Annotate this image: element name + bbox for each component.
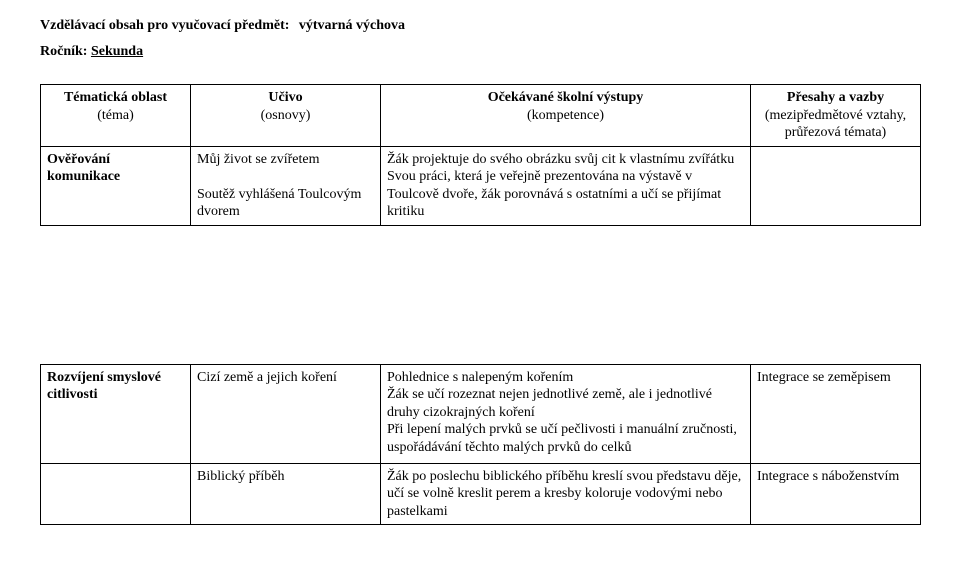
header-outcome-line2: (kompetence) [387, 107, 744, 125]
cell-outcome: Žák po poslechu biblického příběhu kresl… [381, 463, 751, 525]
header-lesson: Učivo (osnovy) [191, 85, 381, 147]
header-theme-line2: (téma) [47, 107, 184, 125]
header-link: Přesahy a vazby (mezipředmětové vztahy, … [751, 85, 921, 147]
cell-link: Integrace se zeměpisem [751, 364, 921, 463]
header-link-line2: (mezipředmětové vztahy, průřezová témata… [757, 107, 914, 142]
grade-line: Ročník: Sekunda [40, 44, 919, 60]
header-outcome-line1: Očekávané školní výstupy [387, 89, 744, 107]
cell-lesson: Biblický příběh [191, 463, 381, 525]
header-theme-line1: Tématická oblast [47, 89, 184, 107]
cell-theme: Ověřování komunikace [41, 146, 191, 225]
cell-link [751, 146, 921, 225]
cell-lesson: Cizí země a jejich koření [191, 364, 381, 463]
cell-outcome: Pohlednice s nalepeným kořenímŽák se učí… [381, 364, 751, 463]
cell-outcome: Žák projektuje do svého obrázku svůj cit… [381, 146, 751, 225]
spacer-cell [41, 225, 921, 364]
header-theme: Tématická oblast (téma) [41, 85, 191, 147]
cell-link: Integrace s náboženstvím [751, 463, 921, 525]
document-title-line: Vzdělávací obsah pro vyučovací předmět: … [40, 18, 919, 34]
subject-name: výtvarná výchova [299, 18, 405, 33]
header-outcome: Očekávané školní výstupy (kompetence) [381, 85, 751, 147]
table-spacer-row [41, 225, 921, 364]
cell-theme: Rozvíjení smyslové citlivosti [41, 364, 191, 463]
grade-label: Ročník: [40, 44, 87, 59]
header-lesson-line1: Učivo [197, 89, 374, 107]
cell-theme [41, 463, 191, 525]
header-link-line1: Přesahy a vazby [757, 89, 914, 107]
table-row: Biblický příběh Žák po poslechu biblické… [41, 463, 921, 525]
page: Vzdělávací obsah pro vyučovací předmět: … [0, 0, 959, 543]
curriculum-table: Tématická oblast (téma) Učivo (osnovy) O… [40, 84, 921, 525]
table-row: Ověřování komunikace Můj život se zvířet… [41, 146, 921, 225]
cell-lesson: Můj život se zvířetem Soutěž vyhlášená T… [191, 146, 381, 225]
title-label: Vzdělávací obsah pro vyučovací předmět: [40, 18, 289, 33]
header-lesson-line2: (osnovy) [197, 107, 374, 125]
table-header-row: Tématická oblast (téma) Učivo (osnovy) O… [41, 85, 921, 147]
grade-value: Sekunda [91, 44, 143, 59]
table-row: Rozvíjení smyslové citlivosti Cizí země … [41, 364, 921, 463]
